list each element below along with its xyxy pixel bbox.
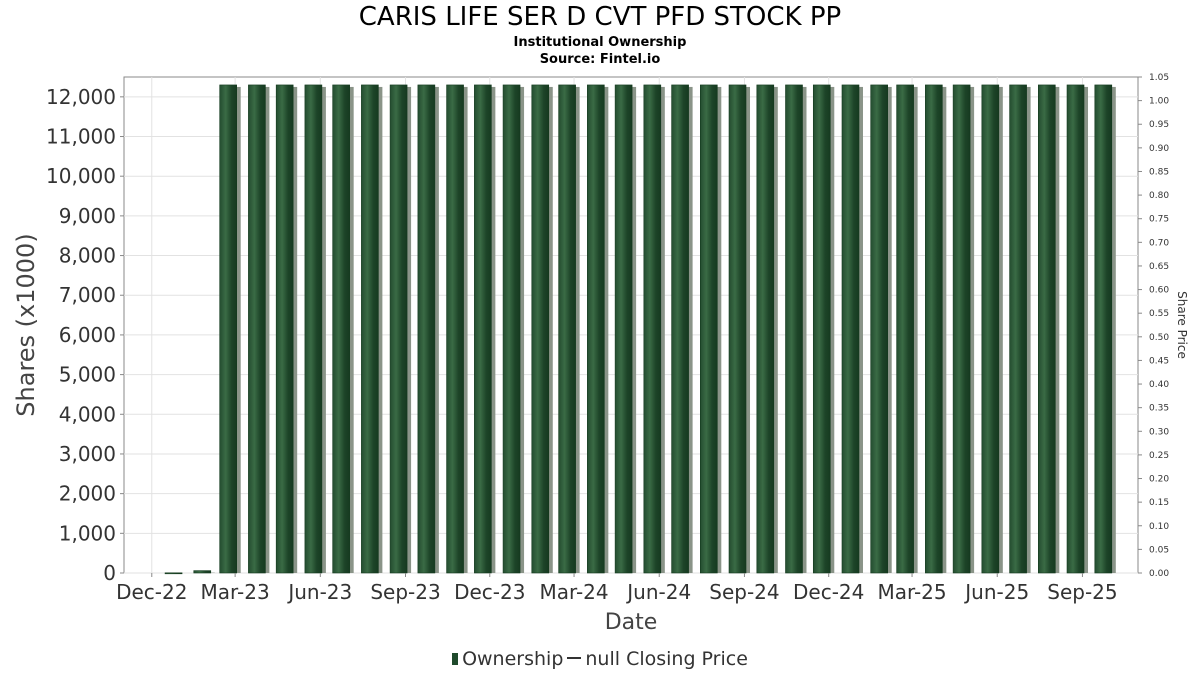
ownership-bar [389,84,408,574]
y2-tick-label: 0.95 [1149,120,1169,130]
ownership-bar [1094,84,1113,574]
ownership-bar [417,84,436,574]
ownership-bar [614,84,633,574]
y-tick-label: 3,000 [59,442,116,466]
ownership-bar [785,84,803,574]
y-tick-label: 6,000 [59,323,116,347]
y-tick-label: 1,000 [59,521,116,545]
y2-tick-label: 0.80 [1149,191,1169,201]
ownership-bar [531,84,550,574]
y-tick-label: 4,000 [59,402,116,426]
x-tick-label: Dec-22 [116,580,187,604]
ownership-bar [474,84,492,574]
x-tick-label: Sep-24 [709,580,779,604]
y-tick-label: 12,000 [46,85,116,109]
y2-tick-label: 0.10 [1149,522,1169,532]
ownership-bar [1009,84,1027,574]
axis-layer: 0 1,000 2,000 3,000 4,000 5,000 6,000 7,000 8,00… [46,73,1169,604]
legend-closing-price-label: null Closing Price [585,648,748,670]
ownership-bar [841,84,860,574]
x-tick-label: Jun-23 [286,580,352,604]
x-tick-label: Jun-25 [963,580,1029,604]
ownership-bar [1038,84,1056,574]
ownership-bar [981,84,1000,574]
ownership-bar [756,84,775,574]
ownership-bar [275,84,294,574]
closing-price-legend-swatch [567,657,582,659]
y2-tick-label: 1.05 [1149,73,1169,83]
ownership-bar [361,84,379,574]
ownership-bar [332,84,350,574]
y-tick-label: 2,000 [59,482,116,506]
ownership-bar [728,84,747,574]
y-tick-label: 0 [103,561,116,585]
y2-tick-label: 0.15 [1149,498,1169,508]
ownership-bar [643,84,662,574]
y2-tick-label: 0.65 [1149,262,1169,272]
y2-tick-label: 0.05 [1149,545,1169,555]
bar-layer [164,84,1116,575]
legend: Ownership null Closing Price [0,648,1200,670]
ownership-bar [248,84,266,574]
y2-tick-label: 0.90 [1149,144,1169,154]
y2-tick-label: 0.20 [1149,475,1169,485]
y2-tick-label: 0.85 [1149,167,1169,177]
ownership-bar [925,84,943,574]
y-tick-label: 10,000 [46,164,116,188]
y-tick-label: 9,000 [59,204,116,228]
ownership-bar [952,84,971,574]
ownership-bar [671,84,689,574]
ownership-bar [700,84,718,574]
ownership-legend-swatch [452,653,459,665]
ownership-bar [870,84,888,574]
chart-subtitle: Institutional Ownership [513,35,687,50]
x-tick-label: Sep-23 [370,580,440,604]
y-tick-label: 5,000 [59,363,116,387]
y2-tick-label: 0.30 [1149,427,1169,437]
ownership-bar [812,84,831,574]
x-tick-label: Mar-23 [201,580,270,604]
y2-tick-label: 0.40 [1149,380,1169,390]
ownership-bar [219,84,237,574]
y2-tick-label: 0.50 [1149,333,1169,343]
ownership-bar [304,84,323,574]
x-tick-label: Dec-23 [454,580,525,604]
y2-tick-label: 0.55 [1149,309,1169,319]
y2-tick-label: 0.75 [1149,215,1169,225]
x-tick-label: Sep-25 [1047,580,1117,604]
legend-ownership-label: Ownership [462,648,564,670]
chart-source: Source: Fintel.io [539,52,661,67]
y2-tick-label: 0.60 [1149,286,1169,296]
y2-tick-label: 1.00 [1149,97,1169,107]
ownership-bar [164,572,183,575]
y2-axis-label: Share Price [1175,291,1189,359]
y2-tick-label: 0.70 [1149,238,1169,248]
y-axis-label: Shares (x1000) [12,233,40,416]
ownership-bar [446,84,464,574]
x-tick-label: Dec-24 [793,580,864,604]
x-tick-label: Mar-25 [877,580,946,604]
y2-tick-label: 0.45 [1149,356,1169,366]
y-tick-label: 7,000 [59,283,116,307]
y-tick-label: 8,000 [59,244,116,268]
ownership-bar [193,570,212,574]
y2-tick-label: 0.00 [1149,569,1169,579]
y2-tick-label: 0.35 [1149,404,1169,414]
ownership-bar [1066,84,1085,574]
x-axis-label: Date [605,610,658,635]
ownership-bar [502,84,521,574]
x-tick-label: Mar-24 [539,580,608,604]
ownership-bar [896,84,914,574]
ownership-bar [558,84,576,574]
ownership-bar [587,84,605,574]
y-tick-label: 11,000 [46,125,116,149]
x-tick-label: Jun-24 [625,580,691,604]
chart-title: CARIS LIFE SER D CVT PFD STOCK PP [358,2,842,32]
y2-tick-label: 0.25 [1149,451,1169,461]
